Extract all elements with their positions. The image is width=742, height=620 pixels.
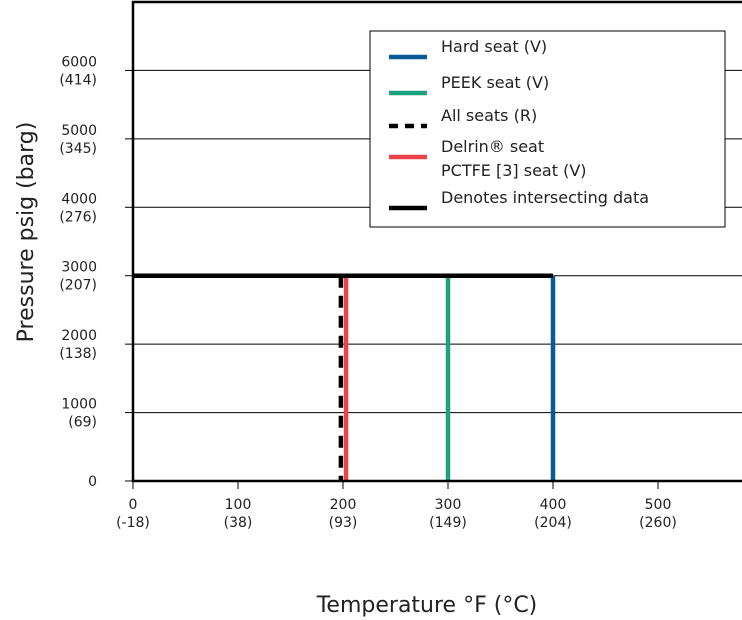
y-axis-title: Pressure psig (barg)	[14, 122, 39, 343]
y-tick-sublabel: (414)	[59, 72, 97, 88]
x-tick-label: 200	[330, 497, 357, 513]
legend-label-2: All seats (R)	[441, 106, 537, 125]
x-tick-label: 500	[645, 497, 672, 513]
y-tick-label: 5000	[61, 123, 97, 139]
axis-ticks: 01000(69)2000(138)3000(207)4000(276)5000…	[59, 54, 676, 531]
y-tick-sublabel: (207)	[59, 278, 97, 294]
y-tick-label: 0	[88, 474, 97, 490]
y-tick-label: 2000	[61, 328, 97, 344]
y-tick-sublabel: (69)	[68, 415, 97, 431]
y-tick-label: 6000	[61, 54, 97, 70]
x-tick-label: 300	[435, 497, 462, 513]
y-tick-sublabel: (276)	[59, 209, 97, 225]
x-tick-sublabel: (260)	[639, 515, 677, 531]
x-tick-sublabel: (204)	[534, 515, 572, 531]
legend: Hard seat (V) PEEK seat (V) All seats (R) D…	[369, 30, 726, 228]
x-axis-title: Temperature °F (°C)	[316, 593, 538, 618]
x-tick-label: 400	[540, 497, 567, 513]
legend-label-0: Hard seat (V)	[441, 37, 547, 56]
series-group	[133, 273, 556, 481]
legend-label-1: PEEK seat (V)	[441, 73, 549, 92]
x-tick-sublabel: (38)	[224, 515, 253, 531]
x-tick-sublabel: (-18)	[116, 515, 150, 531]
y-tick-label: 4000	[61, 191, 97, 207]
legend-box	[369, 30, 726, 228]
legend-label-3-line2: PCTFE [3] seat (V)	[441, 161, 587, 180]
legend-label-4: Denotes intersecting data	[441, 188, 649, 207]
y-tick-sublabel: (345)	[59, 141, 97, 157]
legend-label-3: Delrin® seat	[441, 137, 544, 156]
y-tick-label: 1000	[61, 397, 97, 413]
y-tick-sublabel: (138)	[59, 346, 97, 362]
y-tick-label: 3000	[61, 260, 97, 276]
x-tick-sublabel: (93)	[329, 515, 358, 531]
x-tick-label: 0	[129, 497, 138, 513]
plot-frame	[131, 0, 742, 483]
x-tick-label: 100	[225, 497, 252, 513]
x-tick-sublabel: (149)	[429, 515, 467, 531]
